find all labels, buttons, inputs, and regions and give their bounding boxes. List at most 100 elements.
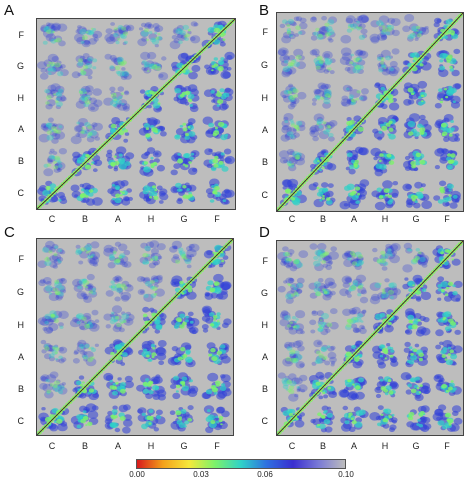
heatmap-blob (360, 289, 367, 295)
heatmap-blob (43, 326, 54, 334)
heatmap-blob (325, 58, 333, 65)
heatmap-blob (357, 285, 363, 290)
heatmap-blob (295, 25, 301, 31)
heatmap-blob (349, 89, 361, 98)
heatmap-blob (111, 184, 116, 187)
heatmap-blob (150, 343, 156, 348)
heatmap-blob (51, 383, 63, 392)
heatmap-blob (407, 34, 414, 40)
heatmap-blob (319, 199, 323, 202)
heatmap-blob (450, 120, 454, 123)
xtick-c-4: G (180, 441, 188, 451)
heatmap-blob (82, 284, 86, 287)
heatmap-blob (346, 99, 352, 105)
heatmap-blob (153, 195, 159, 200)
heatmap-blob (284, 133, 291, 138)
heatmap-blob (111, 283, 117, 289)
ytick-b-2: H (261, 93, 269, 103)
heatmap-blob (147, 358, 152, 362)
xtick-b-4: G (412, 214, 420, 224)
heatmap-blob (86, 29, 93, 36)
heatmap-blob (180, 87, 187, 93)
heatmap-blob (142, 259, 150, 265)
heatmap-blob (57, 423, 68, 432)
heatmap-blob (358, 147, 369, 156)
heatmap-blob (181, 254, 185, 257)
heatmap-blob (388, 127, 394, 132)
heatmap-blob (122, 41, 127, 46)
heatmap-blob (407, 383, 412, 388)
heatmap-blob (92, 33, 99, 39)
heatmap-blob (151, 255, 159, 261)
heatmap-blob (57, 248, 63, 253)
heatmap-blob (346, 117, 352, 122)
heatmap-blob (415, 295, 422, 301)
heatmap-blob (441, 131, 448, 136)
heatmap-blob (174, 88, 182, 94)
heatmap-blob (114, 427, 121, 433)
heatmap-blob (293, 125, 300, 130)
heatmap-blob (358, 194, 366, 200)
ytick-b-5: C (261, 190, 269, 200)
heatmap-blob (316, 191, 324, 197)
heatmap-blob (414, 160, 421, 166)
heatmap-blob (105, 375, 114, 381)
heatmap-blob (114, 319, 118, 323)
heatmap-blob (87, 251, 96, 258)
heatmap-blob (118, 327, 125, 333)
heatmap-blob (74, 33, 85, 42)
heatmap-blob (281, 120, 290, 127)
heatmap-blob (48, 37, 54, 42)
heatmap-blob (420, 405, 430, 413)
heatmap-blob (318, 26, 330, 35)
heatmap-blob (47, 84, 57, 92)
heatmap-blob (299, 17, 307, 24)
heatmap-blob (113, 252, 117, 255)
heatmap-blob (293, 324, 300, 330)
heatmap-blob (315, 53, 320, 58)
heatmap-blob (295, 361, 305, 369)
heatmap-blob (184, 344, 192, 351)
heatmap-blob (417, 80, 428, 89)
heatmap-blob (443, 316, 447, 320)
heatmap-blob (286, 28, 291, 32)
heatmap-blob (213, 273, 224, 283)
heatmap-blob (351, 101, 355, 104)
heatmap-blob (404, 155, 411, 161)
heatmap-blob (114, 65, 121, 71)
heatmap-blob (127, 284, 132, 288)
heatmap-blob (386, 343, 391, 347)
heatmap-blob (112, 390, 118, 396)
heatmap-blob (453, 417, 463, 425)
heatmap-blob (345, 324, 352, 330)
heatmap-blob (77, 157, 85, 164)
heatmap-blob (287, 103, 295, 110)
heatmap-blob (327, 132, 334, 138)
heatmap-blob (79, 350, 86, 355)
heatmap-blob (146, 187, 150, 190)
heatmap-blob (357, 192, 361, 196)
heatmap-blob (446, 153, 452, 157)
heatmap-blob (150, 277, 160, 285)
heatmap-blob (143, 67, 148, 71)
heatmap-blob (104, 53, 112, 60)
heatmap-blob (387, 321, 392, 326)
heatmap-blob (84, 96, 89, 100)
heatmap-blob (343, 250, 354, 259)
heatmap-blob (48, 154, 55, 160)
heatmap-blob (447, 183, 454, 190)
heatmap-blob (54, 357, 58, 361)
heatmap-blob (318, 125, 323, 129)
heatmap-blob (39, 375, 47, 381)
heatmap-blob (86, 134, 92, 139)
heatmap-blob (79, 383, 84, 387)
heatmap-blob (85, 85, 94, 92)
heatmap-blob (297, 417, 303, 421)
heatmap-blob (445, 56, 452, 62)
heatmap-blob (142, 388, 149, 394)
xtick-c-0: C (48, 441, 56, 451)
heatmap-blob (113, 58, 123, 65)
heatmap-blob (117, 377, 122, 381)
heatmap-blob (209, 287, 216, 293)
heatmap-blob (152, 63, 163, 71)
